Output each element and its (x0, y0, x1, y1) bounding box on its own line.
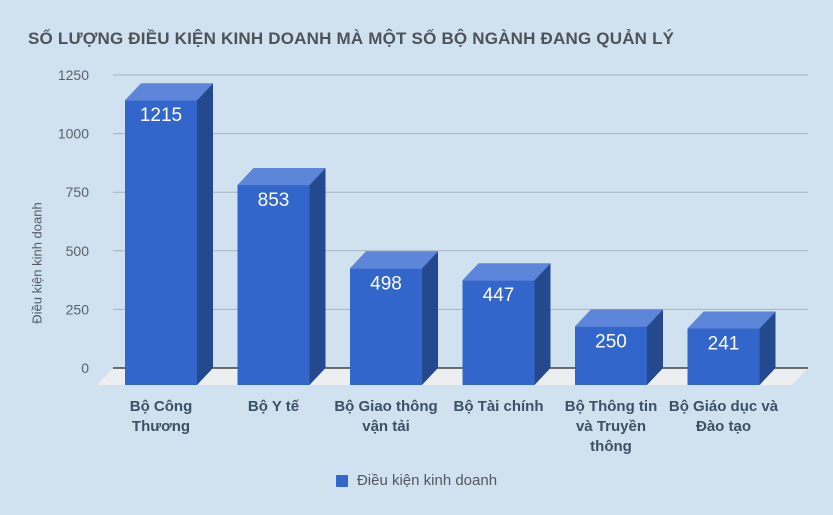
bar-front-face (125, 100, 197, 385)
y-tick-label: 500 (66, 243, 90, 259)
bar-front-face (687, 328, 760, 385)
bar-front-face (462, 280, 535, 385)
bar-1[interactable]: 853 (237, 168, 326, 385)
bar-4[interactable]: 250 (575, 309, 663, 385)
x-axis-label: Bộ Y tế (247, 398, 300, 415)
y-tick-label: 1250 (58, 67, 89, 83)
bar-front-face (575, 326, 647, 385)
bar-value-label: 853 (258, 190, 290, 211)
bar-value-label: 250 (595, 331, 627, 352)
bar-front-face (237, 185, 310, 385)
y-tick-label: 0 (81, 360, 89, 376)
x-axis-label: Bộ Giáo dục và Đào tạo (668, 398, 779, 435)
bar-side-face (197, 83, 213, 385)
bar-value-label: 498 (370, 273, 402, 294)
y-tick-label: 250 (66, 301, 90, 317)
bar-top-face (350, 251, 438, 269)
bar-value-label: 241 (708, 334, 740, 355)
x-axis-label: Bộ Giao thông vận tải (334, 398, 438, 435)
bar-top-face (575, 309, 663, 327)
bar-side-face (759, 311, 776, 385)
bar-top-face (237, 168, 326, 186)
y-tick-label: 1000 (58, 126, 89, 142)
bar-side-face (534, 263, 551, 385)
bar-side-face (422, 251, 438, 385)
legend-label: Điều kiện kinh doanh (356, 472, 498, 489)
x-axis-label: Bộ Tài chính (453, 398, 544, 415)
bar-value-label: 1215 (140, 105, 182, 126)
bar-top-face (687, 311, 776, 329)
bar-0[interactable]: 1215 (125, 83, 213, 385)
bar-front-face (350, 268, 422, 385)
chart-title: SỐ LƯỢNG ĐIỀU KIỆN KINH DOANH MÀ MỘT SỐ … (28, 29, 675, 48)
bar-side-face (647, 309, 663, 385)
bar-top-face (125, 83, 213, 101)
x-axis-label: Bộ Thông tin và Truyền thông (564, 398, 658, 455)
x-axis-label: Bộ Công Thương (129, 398, 193, 435)
bar-top-face (462, 263, 551, 281)
bar-value-label: 447 (483, 285, 515, 306)
y-tick-label: 750 (66, 184, 90, 200)
bar-2[interactable]: 498 (350, 251, 438, 385)
legend: Điều kiện kinh doanh (0, 472, 833, 489)
legend-color-swatch (335, 474, 348, 487)
bar-side-face (309, 168, 326, 385)
bar-3[interactable]: 447 (462, 263, 551, 385)
bar-5[interactable]: 241 (687, 311, 776, 385)
